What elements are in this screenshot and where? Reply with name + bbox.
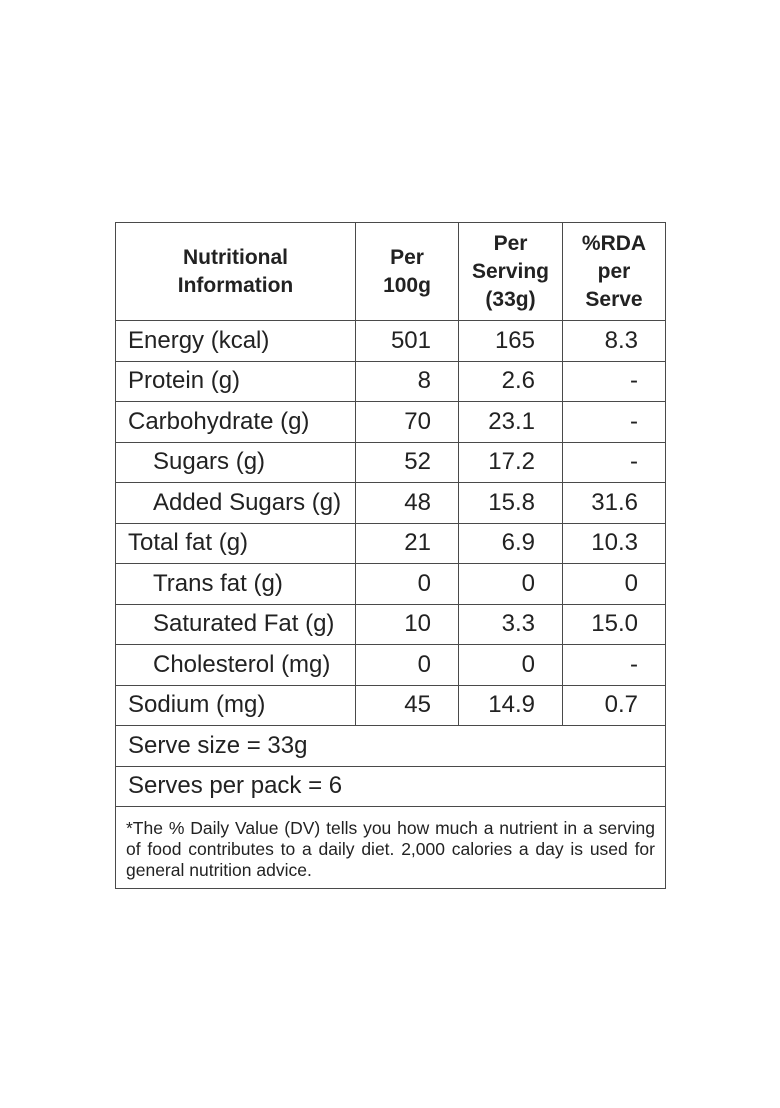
header-per-100g: Per 100g <box>355 222 459 321</box>
nutrient-row-sugars: Sugars (g) 52 17.2 - <box>115 441 666 483</box>
serve-size: Serve size = 33g <box>115 725 666 767</box>
nutrient-name: Carbohydrate (g) <box>115 401 356 443</box>
nutrient-name: Sodium (mg) <box>115 684 356 726</box>
value-per-serving: 17.2 <box>458 441 563 483</box>
value-per-100g: 10 <box>355 603 459 645</box>
value-per-100g: 52 <box>355 441 459 483</box>
value-per-100g: 0 <box>355 563 459 605</box>
value-per-serving: 6.9 <box>458 522 563 564</box>
value-rda: 0.7 <box>562 684 666 726</box>
value-rda: 15.0 <box>562 603 666 645</box>
footnote-row: *The % Daily Value (DV) tells you how mu… <box>115 806 666 889</box>
value-per-serving: 0 <box>458 563 563 605</box>
nutrition-facts-table: Nutritional Information Per 100g Per Ser… <box>115 222 666 889</box>
value-rda: 31.6 <box>562 482 666 524</box>
nutrient-name: Saturated Fat (g) <box>115 603 356 645</box>
nutrient-name: Total fat (g) <box>115 522 356 564</box>
value-per-100g: 21 <box>355 522 459 564</box>
value-rda: - <box>562 360 666 402</box>
nutrient-name: Trans fat (g) <box>115 563 356 605</box>
header-per-serving: Per Serving (33g) <box>458 222 563 321</box>
nutrient-row-carbohydrate: Carbohydrate (g) 70 23.1 - <box>115 401 666 443</box>
header-nutritional-information: Nutritional Information <box>115 222 356 321</box>
value-rda: 10.3 <box>562 522 666 564</box>
nutrient-name: Added Sugars (g) <box>115 482 356 524</box>
value-per-serving: 165 <box>458 320 563 362</box>
nutrient-name: Sugars (g) <box>115 441 356 483</box>
value-per-serving: 14.9 <box>458 684 563 726</box>
header-row: Nutritional Information Per 100g Per Ser… <box>115 222 666 321</box>
nutrient-row-saturated-fat: Saturated Fat (g) 10 3.3 15.0 <box>115 603 666 645</box>
value-rda: - <box>562 401 666 443</box>
nutrient-name: Cholesterol (mg) <box>115 644 356 686</box>
value-per-serving: 15.8 <box>458 482 563 524</box>
value-per-serving: 0 <box>458 644 563 686</box>
daily-value-footnote: *The % Daily Value (DV) tells you how mu… <box>115 806 666 889</box>
serves-per-pack: Serves per pack = 6 <box>115 765 666 807</box>
value-rda: 0 <box>562 563 666 605</box>
value-per-100g: 70 <box>355 401 459 443</box>
value-per-100g: 0 <box>355 644 459 686</box>
value-per-serving: 23.1 <box>458 401 563 443</box>
serve-size-row: Serve size = 33g <box>115 725 666 767</box>
nutrient-row-sodium: Sodium (mg) 45 14.9 0.7 <box>115 684 666 726</box>
value-per-100g: 501 <box>355 320 459 362</box>
nutrient-name: Protein (g) <box>115 360 356 402</box>
nutrient-row-trans-fat: Trans fat (g) 0 0 0 <box>115 563 666 605</box>
value-rda: 8.3 <box>562 320 666 362</box>
value-rda: - <box>562 441 666 483</box>
value-per-100g: 48 <box>355 482 459 524</box>
value-per-100g: 8 <box>355 360 459 402</box>
value-per-serving: 2.6 <box>458 360 563 402</box>
value-per-serving: 3.3 <box>458 603 563 645</box>
nutrient-row-protein: Protein (g) 8 2.6 - <box>115 360 666 402</box>
nutrient-name: Energy (kcal) <box>115 320 356 362</box>
header-rda-per-serve: %RDA per Serve <box>562 222 666 321</box>
nutrient-row-cholesterol: Cholesterol (mg) 0 0 - <box>115 644 666 686</box>
value-rda: - <box>562 644 666 686</box>
value-per-100g: 45 <box>355 684 459 726</box>
nutrient-row-energy: Energy (kcal) 501 165 8.3 <box>115 320 666 362</box>
serves-per-pack-row: Serves per pack = 6 <box>115 765 666 807</box>
nutrient-row-added-sugars: Added Sugars (g) 48 15.8 31.6 <box>115 482 666 524</box>
nutrient-row-total-fat: Total fat (g) 21 6.9 10.3 <box>115 522 666 564</box>
